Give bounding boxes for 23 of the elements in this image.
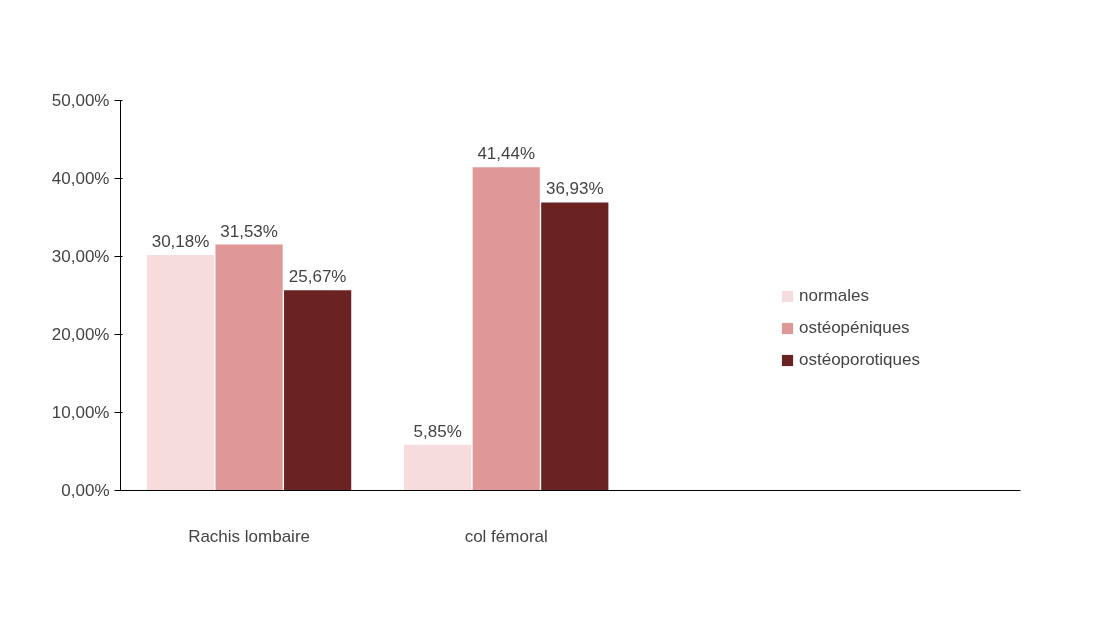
y-tick-label: 20,00% [51, 325, 110, 344]
y-tick-label: 40,00% [51, 169, 110, 188]
y-tick-label: 30,00% [51, 247, 110, 266]
legend-label: normales [799, 286, 869, 306]
y-tick-label: 0,00% [61, 481, 110, 500]
bar [146, 255, 215, 491]
bar [284, 290, 352, 491]
bar [404, 444, 472, 491]
data-label: 5,85% [413, 421, 462, 441]
y-tick-label: 10,00% [51, 403, 110, 422]
x-tick-label: col fémoral [464, 526, 548, 546]
legend-label: ostéopéniques [799, 318, 910, 338]
bar [541, 202, 609, 491]
x-tick-label: Rachis lombaire [188, 526, 311, 546]
data-label: 36,93% [545, 179, 604, 199]
bar [472, 167, 540, 491]
data-label: 41,44% [477, 144, 536, 164]
data-label: 25,67% [288, 267, 347, 287]
data-label: 31,53% [220, 221, 278, 241]
data-label: 30,18% [151, 232, 210, 252]
legend-label: ostéoporotiques [799, 350, 920, 370]
bar [215, 244, 283, 491]
y-tick-label: 50,00% [51, 91, 110, 110]
